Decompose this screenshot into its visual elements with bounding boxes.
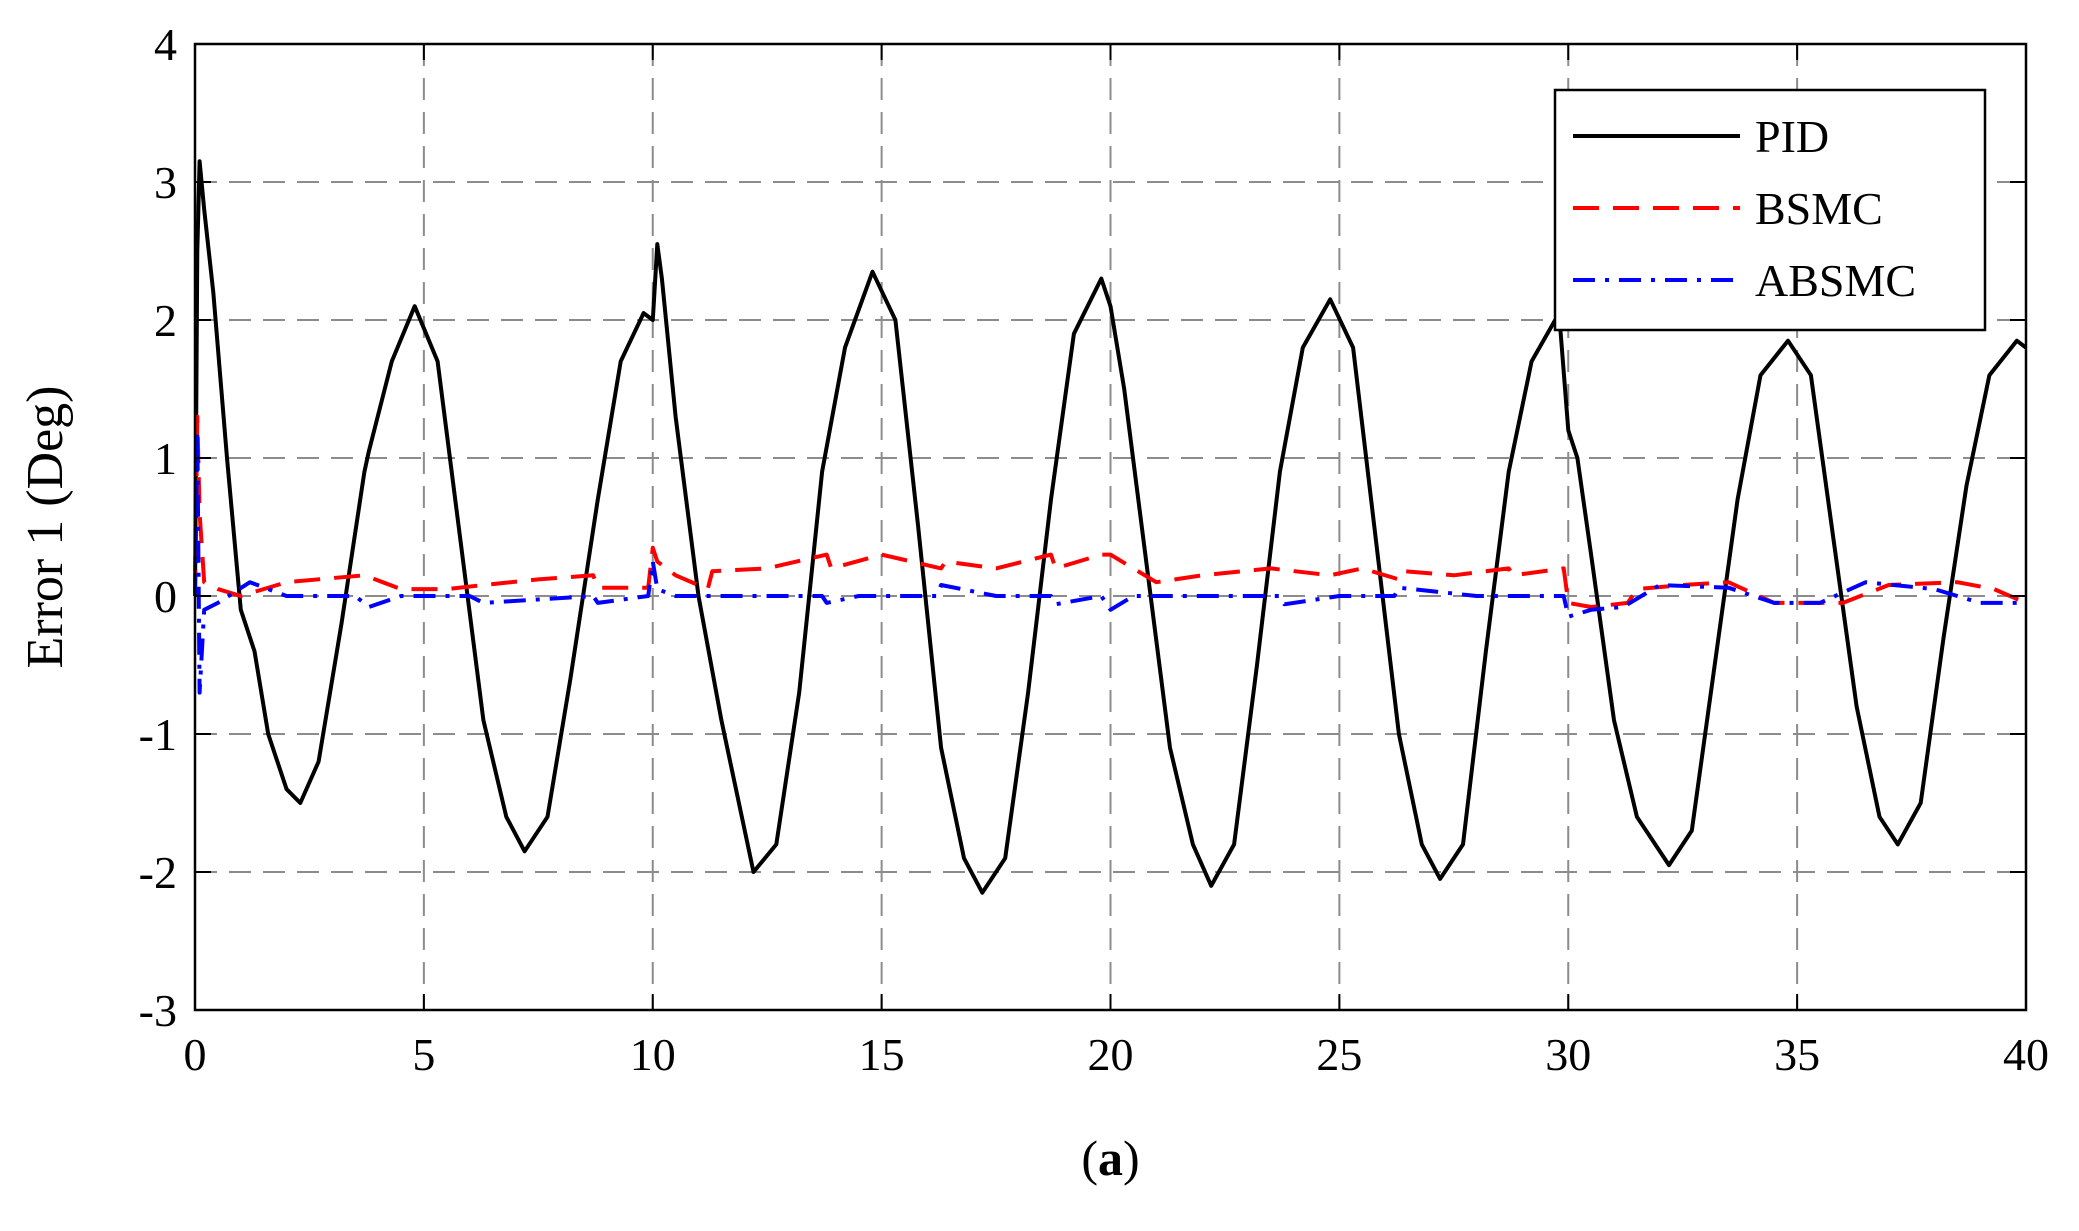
legend: PID BSMC ABSMC [1553,88,1987,332]
grid [195,44,2026,1010]
x-tick-label: 35 [1774,1029,1820,1080]
legend-label-bsmc: BSMC [1755,183,1883,234]
caption-close-paren: ) [1123,1130,1140,1186]
axis-ticks: 0 5 10 15 20 25 30 35 40 -3 -2 -1 0 1 2 3 4 [139,19,2049,1080]
y-tick-label: 0 [154,571,177,622]
x-tick-label: 40 [2003,1029,2049,1080]
legend-label-pid: PID [1755,111,1829,162]
x-tick-label: 20 [1088,1029,1134,1080]
legend-label-absmc: ABSMC [1755,255,1916,306]
y-tick-label: 4 [154,19,177,70]
x-tick-label: 0 [184,1029,207,1080]
x-tick-label: 30 [1545,1029,1591,1080]
y-tick-label: 2 [154,295,177,346]
y-axis-label: Error 1 (Deg) [17,386,74,669]
caption-open-paren: ( [1081,1130,1098,1186]
series-line-absmc [193,428,2026,695]
y-tick-label: -1 [139,709,177,760]
figure-caption: (a) [1081,1130,1139,1186]
y-tick-label: 1 [154,433,177,484]
y-tick-label: -3 [139,985,177,1036]
x-tick-label: 15 [859,1029,905,1080]
series-line-bsmc [193,414,2027,609]
y-tick-label: -2 [139,847,177,898]
y-tick-label: 3 [154,157,177,208]
caption-letter: a [1098,1130,1123,1186]
x-tick-label: 10 [630,1029,676,1080]
x-tick-label: 25 [1316,1029,1362,1080]
plot-series [193,159,2028,895]
x-tick-label: 5 [412,1029,435,1080]
